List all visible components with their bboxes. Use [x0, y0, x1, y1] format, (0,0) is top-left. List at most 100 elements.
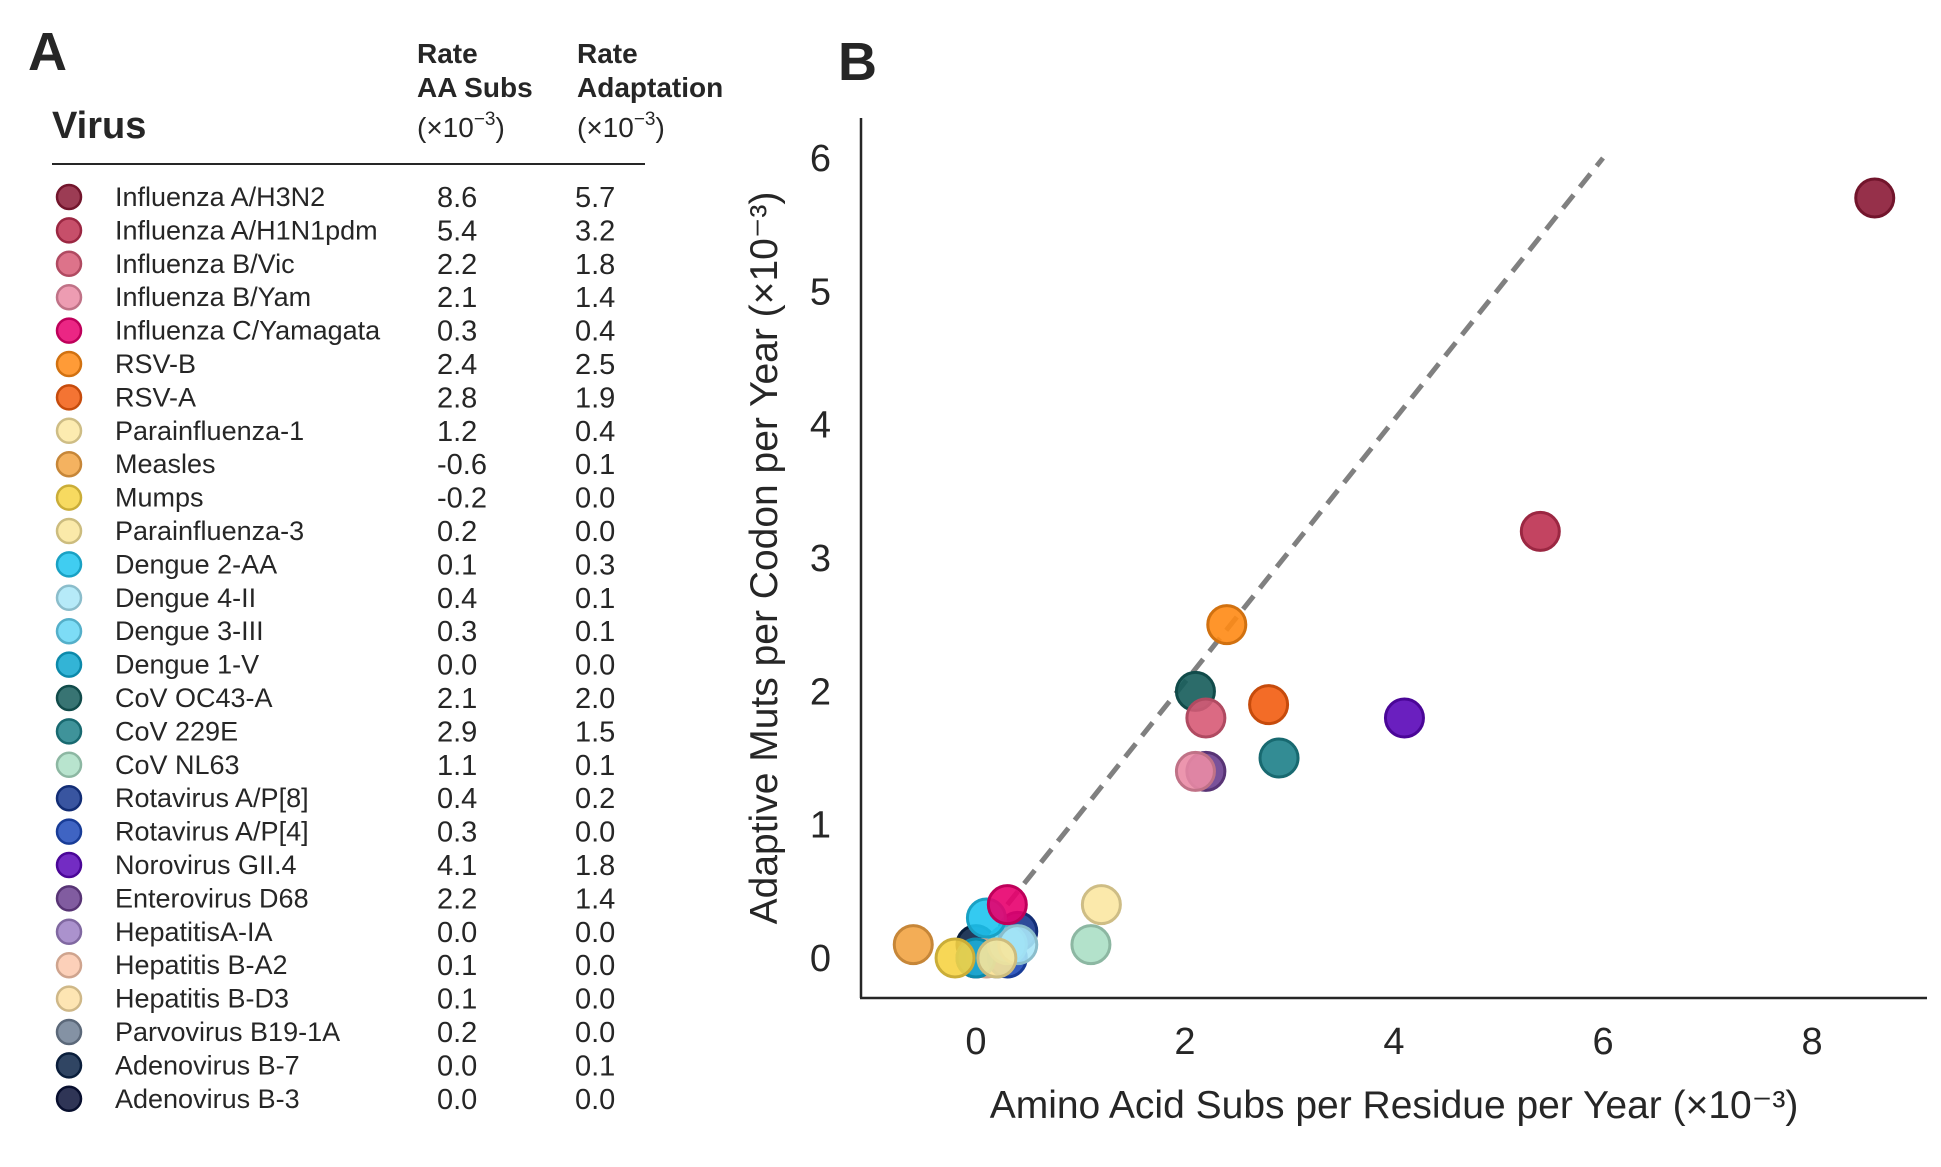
- legend-marker: [55, 985, 83, 1012]
- adaptation-value: 1.5: [575, 716, 615, 748]
- data-point: [892, 924, 934, 966]
- aa-subs-value: 2.1: [437, 282, 477, 314]
- aa-subs-value: 0.3: [437, 616, 477, 648]
- legend-marker: [55, 217, 83, 244]
- adaptation-value: 0.1: [575, 750, 615, 782]
- table-row: Parvovirus B19-1A 0.2 0.0: [55, 1017, 615, 1049]
- adaptation-header-unit: (×10−3): [577, 109, 665, 143]
- virus-name: Influenza B/Vic: [115, 249, 295, 279]
- legend-marker: [55, 551, 83, 578]
- data-point: [1854, 177, 1896, 219]
- adaptation-value: 3.2: [575, 215, 615, 247]
- aa-subs-header-line1: Rate: [417, 38, 478, 69]
- virus-name: Hepatitis B-D3: [115, 984, 289, 1014]
- aa-subs-value: 0.1: [437, 549, 477, 581]
- adaptation-header-line1: Rate: [577, 38, 638, 69]
- virus-name: Influenza B/Yam: [115, 282, 311, 312]
- panel-b-letter: B: [838, 32, 877, 92]
- table-row: Dengue 2-AA 0.1 0.3: [55, 549, 615, 581]
- table-row: Adenovirus B-7 0.0 0.1: [55, 1050, 615, 1082]
- virus-name: Dengue 2-AA: [115, 549, 277, 579]
- table-row: Enterovirus D68 2.2 1.4: [55, 883, 615, 915]
- legend-marker: [55, 885, 83, 912]
- y-tick-label: 5: [810, 271, 831, 313]
- adaptation-value: 1.9: [575, 382, 615, 414]
- virus-name: Dengue 4-II: [115, 583, 256, 613]
- adaptation-value: 0.1: [575, 583, 615, 615]
- adaptation-value: 1.4: [575, 282, 615, 314]
- legend-marker: [55, 751, 83, 779]
- legend-marker: [55, 350, 83, 378]
- aa-subs-value: -0.6: [437, 449, 487, 481]
- virus-name: Adenovirus B-7: [115, 1050, 300, 1080]
- adaptation-value: 0.4: [575, 416, 615, 448]
- table-row: Influenza A/H3N2 8.6 5.7: [55, 182, 615, 214]
- table-row: Influenza C/Yamagata 0.3 0.4: [55, 316, 615, 348]
- aa-subs-value: 0.1: [437, 984, 477, 1016]
- adaptation-value: 0.0: [575, 1084, 615, 1116]
- virus-name: HepatitisA-IA: [115, 917, 273, 947]
- adaptation-value: 1.4: [575, 883, 615, 915]
- adaptation-header-line2: Adaptation: [577, 72, 723, 103]
- data-point: [1206, 604, 1248, 646]
- virus-name: Hepatitis B-A2: [115, 950, 288, 980]
- y-tick-label: 4: [810, 405, 831, 447]
- adaptation-value: 0.0: [575, 984, 615, 1016]
- aa-subs-value: 0.4: [437, 783, 477, 815]
- adaptation-value: 5.7: [575, 182, 615, 214]
- table-row: Hepatitis B-A2 0.1 0.0: [55, 950, 615, 982]
- virus-name: RSV-A: [115, 382, 196, 412]
- aa-subs-value: 0.1: [437, 950, 477, 982]
- table-row: Parainfluenza-1 1.2 0.4: [55, 416, 615, 448]
- table-row: Dengue 4-II 0.4 0.1: [55, 583, 615, 615]
- y-tick-labels: 0 1 2 3 4 5 6: [810, 138, 831, 980]
- virus-name: Parvovirus B19-1A: [115, 1017, 340, 1047]
- legend-marker: [55, 183, 83, 211]
- table-row: CoV 229E 2.9 1.5: [55, 716, 615, 748]
- aa-subs-value: 0.3: [437, 817, 477, 849]
- aa-subs-value: 0.3: [437, 316, 477, 348]
- adaptation-value: 0.0: [575, 650, 615, 682]
- table-row: Hepatitis B-D3 0.1 0.0: [55, 984, 615, 1016]
- x-axis-label: Amino Acid Subs per Residue per Year (×1…: [990, 1084, 1799, 1127]
- y-tick-label: 0: [810, 938, 831, 980]
- aa-subs-value: 0.0: [437, 917, 477, 949]
- virus-name: Dengue 3-III: [115, 616, 264, 646]
- data-point: [1519, 510, 1561, 552]
- legend-marker: [55, 851, 83, 879]
- virus-name: Parainfluenza-1: [115, 416, 304, 446]
- table-row: Norovirus GII.4 4.1 1.8: [55, 850, 615, 882]
- adaptation-value: 0.1: [575, 449, 615, 481]
- aa-subs-value: 0.4: [437, 583, 477, 615]
- aa-subs-value: 5.4: [437, 215, 477, 247]
- virus-name: Dengue 1-V: [115, 650, 259, 680]
- y-tick-label: 1: [810, 805, 831, 847]
- legend-marker: [55, 317, 83, 344]
- aa-subs-value: 2.8: [437, 382, 477, 414]
- data-point: [1070, 924, 1112, 966]
- aa-subs-value: 0.0: [437, 650, 477, 682]
- aa-subs-value: 0.2: [437, 1017, 477, 1049]
- adaptation-value: 2.0: [575, 683, 615, 715]
- legend-marker: [55, 718, 83, 745]
- panel-a-table: A Virus Rate AA Subs (×10−3) Rate Adapta…: [28, 22, 723, 1116]
- table-row: Adenovirus B-3 0.0 0.0: [55, 1084, 615, 1116]
- virus-name: RSV-B: [115, 349, 196, 379]
- table-row: HepatitisA-IA 0.0 0.0: [55, 917, 615, 949]
- virus-name: Influenza C/Yamagata: [115, 316, 381, 346]
- table-row: Rotavirus A/P[4] 0.3 0.0: [55, 817, 615, 849]
- aa-subs-value: 4.1: [437, 850, 477, 882]
- x-tick-label: 4: [1383, 1021, 1404, 1063]
- aa-subs-value: 1.2: [437, 416, 477, 448]
- table-row: CoV OC43-A 2.1 2.0: [55, 683, 615, 715]
- legend-marker: [55, 1052, 83, 1079]
- data-point: [934, 937, 976, 979]
- adaptation-value: 1.8: [575, 850, 615, 882]
- virus-name: CoV NL63: [115, 750, 240, 780]
- table-row: Dengue 3-III 0.3 0.1: [55, 616, 615, 648]
- adaptation-value: 0.0: [575, 917, 615, 949]
- y-tick-label: 2: [810, 671, 831, 713]
- virus-name: Rotavirus A/P[4]: [115, 817, 309, 847]
- table-row: Influenza B/Yam 2.1 1.4: [55, 282, 615, 314]
